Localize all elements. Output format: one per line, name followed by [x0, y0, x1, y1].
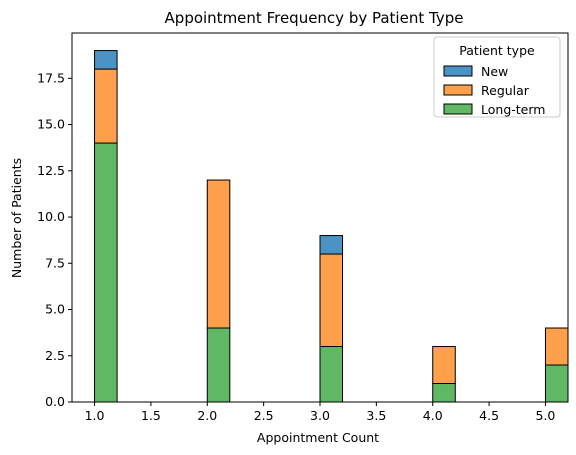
x-tick-label: 2.0 — [197, 408, 217, 423]
bar-regular-4 — [432, 346, 456, 385]
legend-box — [433, 36, 561, 118]
legend-swatch-new — [443, 65, 473, 77]
x-tick-label: 3.5 — [366, 408, 386, 423]
legend-label-long-term: Long-term — [481, 102, 545, 117]
bar-regular-5 — [544, 327, 569, 366]
x-tick-label: 4.0 — [423, 408, 443, 423]
bar-long-term-2 — [206, 327, 231, 403]
bar-long-term-3 — [319, 346, 344, 403]
x-tick-label: 3.0 — [310, 408, 330, 423]
legend-label-new: New — [481, 64, 508, 79]
bar-regular-3 — [319, 253, 344, 348]
y-tick-label: 0.0 — [45, 394, 65, 409]
legend-swatch-long-term — [443, 103, 473, 115]
legend-title: Patient type — [459, 43, 535, 58]
y-tick-label: 5.0 — [45, 302, 65, 317]
legend-swatch-regular — [443, 84, 473, 96]
x-tick-label: 4.5 — [479, 408, 499, 423]
x-axis-label: Appointment Count — [257, 430, 379, 445]
y-tick-label: 7.5 — [45, 255, 65, 270]
bar-regular-1 — [94, 68, 118, 144]
x-tick-label: 1.0 — [85, 408, 105, 423]
y-axis-label: Number of Patients — [9, 158, 24, 278]
y-axis: 0.0 2.5 5.0 7.5 10.0 12.5 15.0 17.5 — [37, 70, 72, 409]
x-axis: 1.0 1.5 2.0 2.5 3.0 3.5 4.0 4.5 5.0 — [85, 402, 556, 423]
y-tick-label: 12.5 — [37, 163, 65, 178]
bars-group — [94, 50, 569, 403]
legend: Patient type New Regular Long-term — [433, 36, 561, 118]
bar-long-term-1 — [94, 142, 118, 403]
y-tick-label: 17.5 — [37, 70, 65, 85]
chart-title: Appointment Frequency by Patient Type — [165, 9, 464, 27]
legend-label-regular: Regular — [481, 83, 530, 98]
bar-long-term-4 — [432, 383, 456, 403]
bar-new-3 — [319, 235, 344, 255]
x-tick-label: 2.5 — [254, 408, 274, 423]
bar-regular-2 — [206, 179, 231, 329]
x-tick-label: 5.0 — [536, 408, 556, 423]
bar-new-1 — [94, 50, 118, 70]
y-tick-label: 2.5 — [45, 348, 65, 363]
x-tick-label: 1.5 — [141, 408, 161, 423]
y-tick-label: 15.0 — [37, 117, 65, 132]
y-tick-label: 10.0 — [37, 209, 65, 224]
bar-long-term-5 — [544, 364, 569, 403]
